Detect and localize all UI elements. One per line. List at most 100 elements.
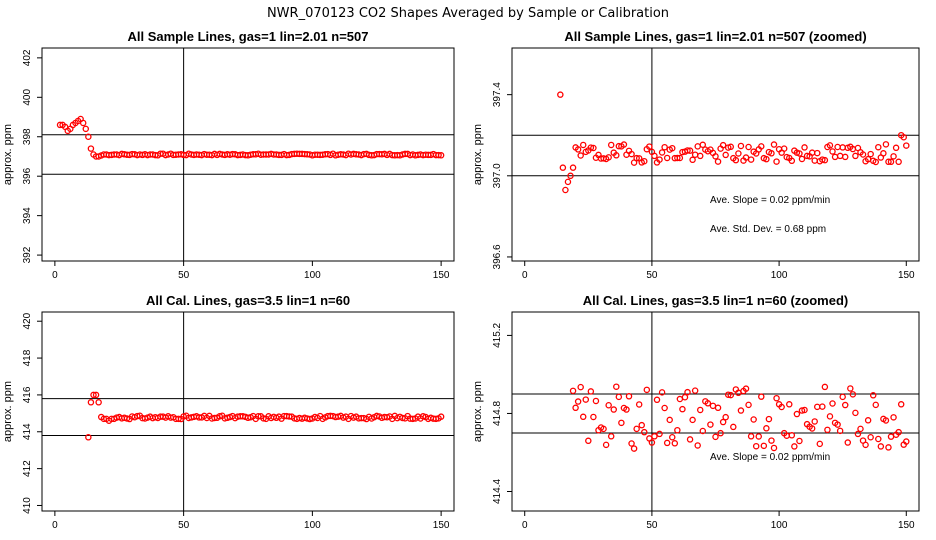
- data-point: [656, 156, 663, 163]
- data-point: [633, 154, 640, 162]
- data-point: [778, 403, 785, 411]
- data-point: [714, 158, 722, 165]
- data-point: [577, 152, 584, 159]
- data-point: [780, 145, 788, 152]
- figure-title: NWR_070123 CO2 Shapes Averaged by Sample…: [266, 6, 670, 21]
- data-point: [826, 413, 834, 420]
- data-point: [569, 387, 577, 395]
- data-point: [895, 158, 902, 166]
- data-point: [816, 440, 824, 448]
- x-tick-label: 50: [646, 270, 658, 281]
- y-tick-label: 400: [22, 89, 33, 106]
- data-point: [885, 158, 892, 166]
- data-point: [623, 406, 630, 413]
- data-point: [808, 425, 816, 432]
- panel-title: All Cal. Lines, gas=3.5 lin=1 n=60: [146, 293, 350, 308]
- data-point: [615, 393, 623, 401]
- data-point: [841, 401, 849, 409]
- data-point: [699, 141, 707, 149]
- data-point: [590, 144, 597, 152]
- data-point: [605, 154, 612, 161]
- panel-title: All Cal. Lines, gas=3.5 lin=1 n=60 (zoom…: [583, 293, 849, 308]
- data-point: [590, 413, 597, 421]
- data-point: [123, 415, 131, 422]
- data-point: [87, 399, 95, 406]
- data-point: [872, 158, 880, 166]
- data-point: [562, 186, 569, 194]
- data-point: [826, 142, 834, 149]
- data-point: [814, 403, 821, 411]
- data-point: [582, 396, 590, 403]
- panel-title: All Sample Lines, gas=1 lin=2.01 n=507: [128, 29, 369, 44]
- data-point: [758, 393, 765, 400]
- data-point: [864, 417, 872, 424]
- data-point: [666, 416, 673, 424]
- data-point: [882, 417, 890, 424]
- data-point: [691, 387, 699, 394]
- data-point: [829, 148, 836, 155]
- data-point: [745, 401, 752, 409]
- data-point: [661, 143, 668, 151]
- data-point: [719, 418, 727, 426]
- y-tick-label: 418: [22, 349, 33, 366]
- data-point: [796, 150, 803, 157]
- data-point: [844, 439, 852, 446]
- data-point: [663, 439, 671, 447]
- data-point: [819, 403, 826, 410]
- data-point: [770, 444, 778, 452]
- data-point: [796, 437, 803, 445]
- y-tick-label: 394: [22, 207, 33, 224]
- data-point: [829, 400, 836, 407]
- x-tick-label: 0: [52, 520, 58, 531]
- data-point: [696, 152, 704, 160]
- data-point: [867, 150, 874, 158]
- x-tick-label: 100: [771, 520, 788, 531]
- panel-4: All Cal. Lines, gas=3.5 lin=1 n=60 (zoom…: [472, 293, 920, 531]
- data-point: [592, 397, 600, 405]
- data-point: [847, 385, 854, 392]
- data-point: [87, 145, 95, 152]
- data-point: [684, 388, 691, 396]
- x-tick-label: 0: [522, 520, 528, 531]
- data-point: [875, 143, 882, 151]
- data-point: [885, 444, 892, 451]
- data-point: [836, 427, 844, 435]
- data-point: [676, 154, 684, 162]
- data-point: [824, 426, 831, 434]
- data-point: [656, 430, 663, 438]
- data-point: [216, 413, 223, 420]
- data-point: [722, 413, 729, 421]
- x-tick-label: 50: [178, 520, 190, 531]
- data-point: [85, 434, 92, 441]
- data-point: [628, 150, 635, 158]
- data-point: [735, 150, 742, 157]
- data-point: [607, 141, 615, 149]
- data-point: [712, 433, 719, 441]
- data-point: [610, 406, 618, 413]
- data-point: [890, 414, 897, 421]
- data-point: [801, 144, 808, 151]
- data-point: [714, 404, 722, 412]
- plot-frame: [511, 311, 920, 512]
- panel-title: All Sample Lines, gas=1 lin=2.01 n=507 (…: [564, 29, 866, 44]
- data-point: [841, 153, 849, 161]
- data-point: [857, 425, 864, 433]
- data-point: [768, 437, 775, 444]
- x-tick-label: 0: [52, 270, 58, 281]
- data-point: [694, 143, 701, 150]
- data-point: [435, 151, 442, 159]
- data-point: [587, 144, 595, 151]
- y-axis-label: approx. ppm: [472, 124, 484, 185]
- data-point: [699, 427, 707, 435]
- data-point: [763, 155, 770, 163]
- annotation: Ave. Slope = 0.02 ppm/min: [710, 452, 830, 463]
- data-point: [793, 410, 801, 418]
- y-tick-label: 402: [22, 49, 33, 66]
- data-point: [869, 392, 877, 399]
- data-point: [684, 147, 691, 154]
- data-point: [630, 445, 638, 452]
- data-point: [437, 152, 445, 159]
- data-point: [572, 404, 579, 412]
- data-point: [890, 153, 897, 160]
- data-point: [663, 154, 671, 162]
